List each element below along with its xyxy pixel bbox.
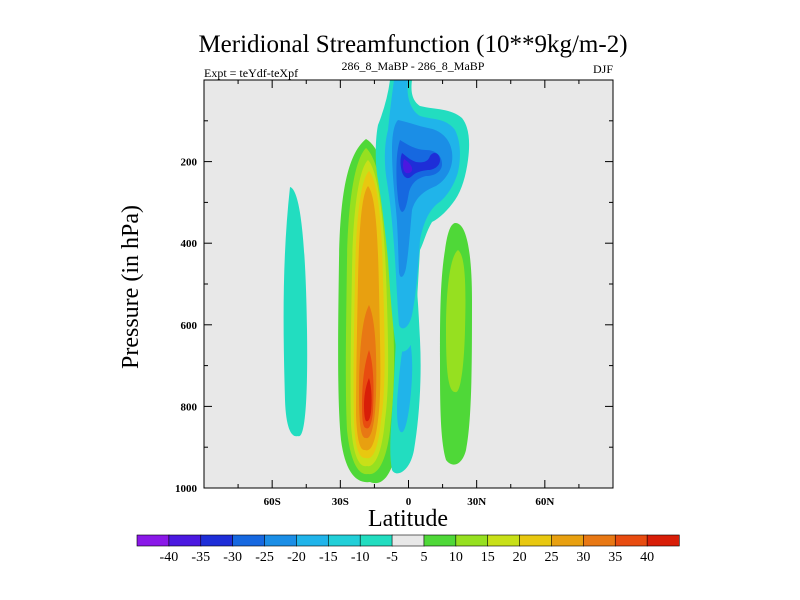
x-tick-label: 30S: [332, 496, 349, 508]
y-axis-title: Pressure (in hPa): [118, 205, 144, 369]
y-tick-label: 200: [181, 157, 198, 169]
contour-tropical-40: [364, 378, 372, 422]
y-tick-label: 400: [181, 238, 198, 250]
colorbar-label: 5: [420, 550, 427, 565]
colorbar-label: 25: [544, 550, 558, 565]
colorbar-label: -10: [351, 550, 370, 565]
y-tick-label: 600: [181, 320, 198, 332]
colorbar-swatch: [264, 534, 298, 547]
colorbar-swatch: [136, 534, 170, 547]
colorbar-label: 20: [513, 550, 527, 565]
colorbar-swatch: [646, 534, 680, 547]
colorbar-label: -40: [160, 550, 179, 565]
colorbar-label: -35: [191, 550, 210, 565]
x-tick-label: 30N: [467, 496, 486, 508]
season-label: DJF: [593, 62, 613, 76]
colorbar-swatch: [583, 534, 616, 547]
contour-fill-group: [283, 80, 472, 484]
contour-north-10: [446, 250, 466, 393]
colorbar-swatch: [168, 534, 202, 547]
contour-upper-30: [402, 159, 413, 174]
colorbar: -40 -35 -30 -25 -20 -15 -10 -5 5 10 15 20 25 30 35 40: [136, 534, 680, 565]
x-axis-title: Latitude: [368, 506, 448, 532]
colorbar-swatch: [551, 534, 584, 547]
colorbar-swatch: [487, 534, 521, 547]
colorbar-swatch: [232, 534, 266, 547]
colorbar-swatch: [296, 534, 329, 547]
colorbar-label: 30: [576, 550, 590, 565]
x-tick-label: 60S: [264, 496, 281, 508]
colorbar-swatch: [455, 534, 489, 547]
colorbar-label: 40: [640, 550, 654, 565]
colorbar-label: -5: [386, 550, 398, 565]
colorbar-label: 35: [608, 550, 622, 565]
x-tick-label: 60N: [535, 496, 554, 508]
experiment-difference-label: 286_8_MaBP - 286_8_MaBP: [342, 59, 485, 73]
colorbar-swatch: [614, 534, 648, 547]
colorbar-label: -15: [319, 550, 338, 565]
contour-south-negative: [283, 187, 308, 437]
colorbar-label: -25: [255, 550, 274, 565]
y-tick-label: 800: [181, 401, 198, 413]
chart-title: Meridional Streamfunction (10**9kg/m-2): [198, 31, 627, 58]
colorbar-label: 10: [449, 550, 463, 565]
x-tick-label: 0: [406, 496, 412, 508]
y-tick-label: 1000: [175, 483, 198, 495]
colorbar-swatch: [327, 534, 361, 547]
colorbar-swatch: [519, 534, 553, 547]
experiment-label: Expt = teYdf-teXpf: [204, 66, 298, 80]
colorbar-swatch: [423, 534, 457, 547]
contour-equatorial-10: [397, 330, 413, 433]
x-axis: 60S 30S 0 30N 60N: [203, 80, 614, 508]
colorbar-label: -20: [287, 550, 306, 565]
colorbar-label: 15: [481, 550, 495, 565]
y-axis: 200 400 600 800 1000: [175, 79, 613, 495]
colorbar-label: -30: [223, 550, 242, 565]
colorbar-swatch: [391, 534, 425, 547]
colorbar-swatch: [359, 534, 393, 547]
colorbar-swatch: [200, 534, 234, 547]
